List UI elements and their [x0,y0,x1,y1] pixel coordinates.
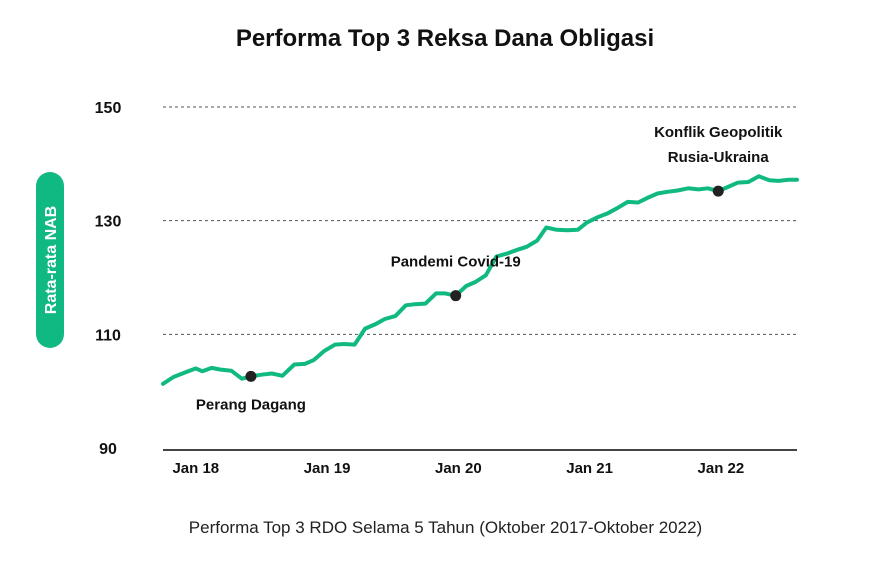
event-label: Pandemi Covid-19 [391,254,521,271]
x-tick-label: Jan 20 [435,460,482,477]
event-marker [245,370,257,382]
y-tick-label: 90 [99,441,117,458]
series-layer [161,174,799,386]
event-label: Perang Dagang [196,396,306,413]
annotation-labels: Perang Dagang Pandemi Covid-19 Konflik Geo… [196,124,783,413]
y-axis-badge-pill [36,172,64,348]
x-tick-label: Jan 21 [566,460,613,477]
chart-title: Performa Top 3 Reksa Dana Obligasi [236,25,654,52]
x-tick-label: Jan 19 [304,460,351,477]
y-axis-label: Rata-rata NAB [43,206,60,314]
event-marker [450,290,462,302]
event-label: Rusia-Ukraina [668,149,770,166]
event-marker [712,185,724,197]
y-tick-label: 150 [95,100,122,117]
event-label: Konflik Geopolitik [654,124,783,141]
y-tick-label: 110 [95,327,121,344]
annotation-markers [245,185,724,382]
y-axis-badge: Rata-rata NAB [36,172,64,348]
y-tick-label: 130 [95,214,122,231]
x-tick-labels: Jan 18 Jan 19 Jan 20 Jan 21 Jan 22 [172,460,744,477]
x-tick-label: Jan 22 [698,460,745,477]
chart-canvas: Performa Top 3 Reksa Dana Obligasi Rata-… [36,25,799,477]
grid-layer [163,106,797,451]
x-tick-label: Jan 18 [172,460,219,477]
chart-caption: Performa Top 3 RDO Selama 5 Tahun (Oktob… [188,518,703,537]
y-tick-labels: 90 110 130 150 [95,100,122,458]
series-line-0 [161,174,799,386]
